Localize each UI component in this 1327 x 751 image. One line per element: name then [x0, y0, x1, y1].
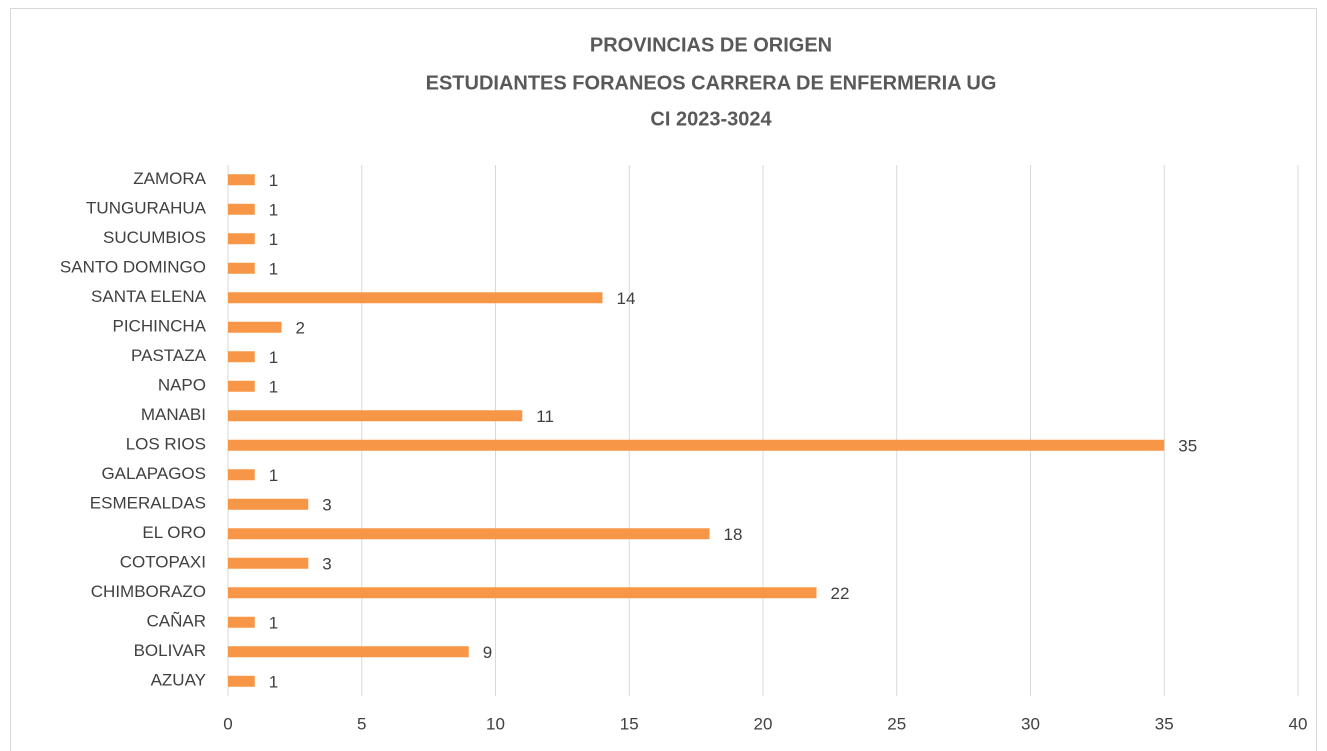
y-tick-label: CHIMBORAZO — [91, 582, 206, 601]
data-label: 1 — [269, 230, 278, 249]
y-tick-label: SANTO DOMINGO — [60, 258, 206, 277]
y-tick-label: EL ORO — [142, 523, 206, 542]
bar — [228, 587, 817, 599]
data-label: 9 — [483, 643, 492, 662]
data-label: 14 — [617, 289, 636, 308]
y-tick-label: ESMERALDAS — [90, 494, 206, 513]
y-tick-label: NAPO — [158, 376, 206, 395]
y-tick-label: PASTAZA — [131, 346, 207, 365]
bar — [228, 203, 255, 215]
data-label: 3 — [322, 496, 331, 515]
y-tick-label: SUCUMBIOS — [103, 228, 206, 247]
bar — [228, 498, 309, 510]
bar — [228, 351, 255, 363]
x-tick-label: 15 — [620, 714, 639, 733]
x-tick-label: 20 — [754, 714, 773, 733]
data-label: 22 — [831, 584, 850, 603]
bar — [228, 646, 469, 658]
y-tick-label: ZAMORA — [133, 169, 206, 188]
bar — [228, 233, 255, 245]
data-label: 2 — [296, 319, 305, 338]
data-label: 35 — [1178, 437, 1197, 456]
data-label: 3 — [322, 555, 331, 574]
bar — [228, 616, 255, 628]
data-label: 1 — [269, 171, 278, 190]
data-label: 1 — [269, 614, 278, 633]
y-tick-label: COTOPAXI — [120, 553, 206, 572]
data-label: 1 — [269, 673, 278, 692]
y-tick-label: LOS RIOS — [126, 435, 206, 454]
bar — [228, 262, 255, 274]
x-tick-label: 35 — [1155, 714, 1174, 733]
x-tick-label: 5 — [357, 714, 366, 733]
y-tick-label: AZUAY — [151, 671, 206, 690]
bar — [228, 174, 255, 186]
data-label: 1 — [269, 260, 278, 279]
x-tick-label: 10 — [486, 714, 505, 733]
bar — [228, 439, 1165, 451]
y-tick-label: GALAPAGOS — [101, 464, 206, 483]
chart-title: PROVINCIAS DE ORIGEN — [590, 34, 832, 56]
y-tick-label: PICHINCHA — [112, 317, 206, 336]
x-tick-label: 40 — [1289, 714, 1308, 733]
bar — [228, 557, 309, 569]
chart-title: ESTUDIANTES FORANEOS CARRERA DE ENFERMER… — [426, 72, 997, 94]
bar — [228, 469, 255, 481]
data-label: 1 — [269, 201, 278, 220]
x-tick-label: 0 — [223, 714, 232, 733]
bar — [228, 380, 255, 392]
bar — [228, 675, 255, 687]
chart-title: CI 2023-3024 — [650, 108, 772, 130]
bar — [228, 321, 282, 333]
data-label: 1 — [269, 348, 278, 367]
bar — [228, 292, 603, 304]
y-tick-label: MANABI — [141, 405, 206, 424]
bar — [228, 528, 710, 540]
y-tick-label: SANTA ELENA — [91, 287, 207, 306]
bar — [228, 410, 523, 422]
data-label: 1 — [269, 378, 278, 397]
data-label: 11 — [536, 407, 554, 426]
x-tick-label: 30 — [1021, 714, 1040, 733]
x-tick-label: 25 — [887, 714, 906, 733]
data-label: 1 — [269, 466, 278, 485]
y-tick-label: TUNGURAHUA — [86, 199, 207, 218]
y-tick-label: CAÑAR — [146, 612, 206, 631]
data-label: 18 — [724, 525, 743, 544]
y-tick-label: BOLIVAR — [134, 641, 206, 660]
